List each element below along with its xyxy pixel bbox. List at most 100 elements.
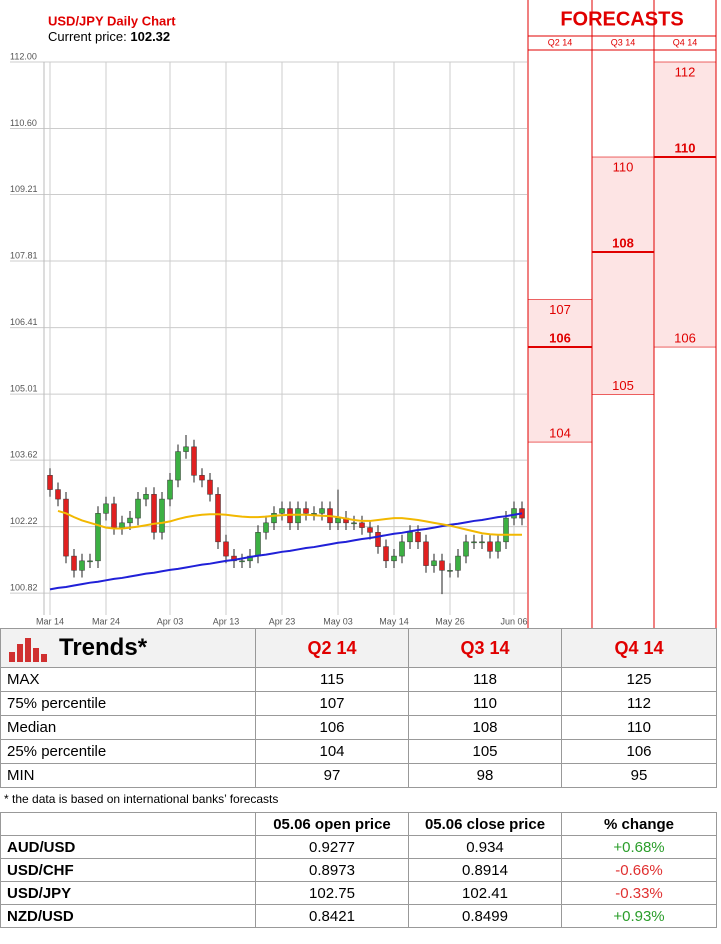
y-tick-label: 106.41 <box>10 317 38 327</box>
column-header: Q2 14 <box>255 628 409 668</box>
candle-body <box>47 475 53 490</box>
candle-body <box>487 541 493 552</box>
x-tick-label: Mar 14 <box>36 616 64 626</box>
candle-body <box>159 498 165 533</box>
cell: 0.8973 <box>255 858 409 882</box>
trends-table: Trends* Q2 14 Q3 14 Q4 14 MAX 115 118 125 75% pe… <box>0 628 717 788</box>
forecast-quarter: Q3 14 <box>611 37 636 47</box>
forecast-range <box>591 156 655 395</box>
row: USD/JPY 102.75 102.41 -0.33% <box>0 881 717 905</box>
chart-bg <box>0 0 528 628</box>
candle-body <box>151 494 157 533</box>
forecast-label: 108 <box>612 235 634 250</box>
candle-body <box>495 541 501 552</box>
line-series <box>49 512 523 591</box>
chart: USD/JPY Daily Chart Current price: 102.3… <box>0 0 717 628</box>
row-label: MIN <box>0 763 256 788</box>
forecast-title: FORECASTS <box>560 8 683 30</box>
candle-body <box>367 527 373 533</box>
candle-body <box>79 560 85 571</box>
candle-body <box>263 522 269 533</box>
candle-body <box>119 522 125 528</box>
candle-body <box>471 541 477 544</box>
column-header: 05.06 close price <box>408 812 562 836</box>
forecast-range <box>653 61 717 348</box>
price-value: 102.32 <box>130 29 170 44</box>
cell: 98 <box>408 763 562 788</box>
forecast-quarter: Q2 14 <box>548 37 573 47</box>
candle-body <box>87 560 93 563</box>
candle-body <box>175 451 181 481</box>
x-tick-label: Jun 06 <box>500 616 527 626</box>
y-tick-label: 109.21 <box>10 184 38 194</box>
candle-body <box>143 494 149 500</box>
candle-body <box>511 508 517 519</box>
candle-body <box>463 541 469 557</box>
row: AUD/USD 0.9277 0.934 +0.68% <box>0 835 717 859</box>
cell: 95 <box>561 763 717 788</box>
pair: AUD/USD <box>0 835 256 859</box>
chart-title: USD/JPY Daily Chart <box>48 13 176 28</box>
x-tick-label: Apr 23 <box>269 616 296 626</box>
candle-body <box>127 517 133 524</box>
forecast-range <box>527 299 593 443</box>
cell: 106 <box>255 715 409 740</box>
footnote: * the data is based on international ban… <box>4 792 279 806</box>
cell: 0.8914 <box>408 858 562 882</box>
candle-body <box>303 508 309 514</box>
x-tick-label: Apr 03 <box>157 616 184 626</box>
y-tick-label: 100.82 <box>10 583 38 593</box>
trends-icon <box>9 637 47 662</box>
cell: 0.934 <box>408 835 562 859</box>
forecast-label: 112 <box>675 64 696 79</box>
row-label: 75% percentile <box>0 691 256 716</box>
cell: 115 <box>255 667 409 692</box>
row: Median 106 108 110 <box>0 715 717 740</box>
candle-body <box>199 475 205 481</box>
forecast-label: 110 <box>675 140 696 155</box>
forecast-label: 105 <box>612 378 634 393</box>
candle-body <box>375 532 381 547</box>
forecast-label: 106 <box>674 330 696 345</box>
cell: 118 <box>408 667 562 692</box>
column-header: Q4 14 <box>561 628 717 668</box>
row: 75% percentile 107 110 112 <box>0 691 717 716</box>
candle-body <box>215 494 221 543</box>
line-series <box>57 509 522 536</box>
cell: +0.68% <box>561 835 717 859</box>
pair: NZD/USD <box>0 904 256 928</box>
y-tick-label: 112.00 <box>10 51 37 61</box>
column-header: Q3 14 <box>408 628 562 668</box>
pair: USD/JPY <box>0 881 256 905</box>
column-header: % change <box>561 812 717 836</box>
candle-body <box>439 560 445 571</box>
candle-body <box>415 532 421 543</box>
candle-body <box>135 498 141 519</box>
forecast-label: 106 <box>549 330 571 345</box>
cell: 108 <box>408 715 562 740</box>
row: MIN 97 98 95 <box>0 763 717 788</box>
cell: 0.8499 <box>408 904 562 928</box>
cell: 112 <box>561 691 717 716</box>
row-label: MAX <box>0 667 256 692</box>
candle-body <box>71 555 77 571</box>
cell: 105 <box>408 739 562 764</box>
cell: +0.93% <box>561 904 717 928</box>
candle-body <box>383 546 389 562</box>
pair: USD/CHF <box>0 858 256 882</box>
cell: 0.9277 <box>255 835 409 859</box>
cell: 0.8421 <box>255 904 409 928</box>
candle-body <box>239 560 245 563</box>
y-tick-label: 105.01 <box>10 383 38 393</box>
candle-body <box>223 541 229 557</box>
candle-body <box>351 522 357 525</box>
forecast-label: 110 <box>613 159 634 174</box>
x-tick-label: Mar 24 <box>92 616 120 626</box>
candle-body <box>111 503 117 528</box>
row: Trends* Q2 14 Q3 14 Q4 14 <box>0 628 717 668</box>
y-tick-label: 107.81 <box>10 250 38 260</box>
row: 05.06 open price 05.06 close price% chang… <box>0 812 717 836</box>
row: NZD/USD 0.8421 0.8499 +0.93% <box>0 904 717 928</box>
row: MAX 115 118 125 <box>0 667 717 692</box>
y-tick-label: 110.60 <box>10 118 37 128</box>
